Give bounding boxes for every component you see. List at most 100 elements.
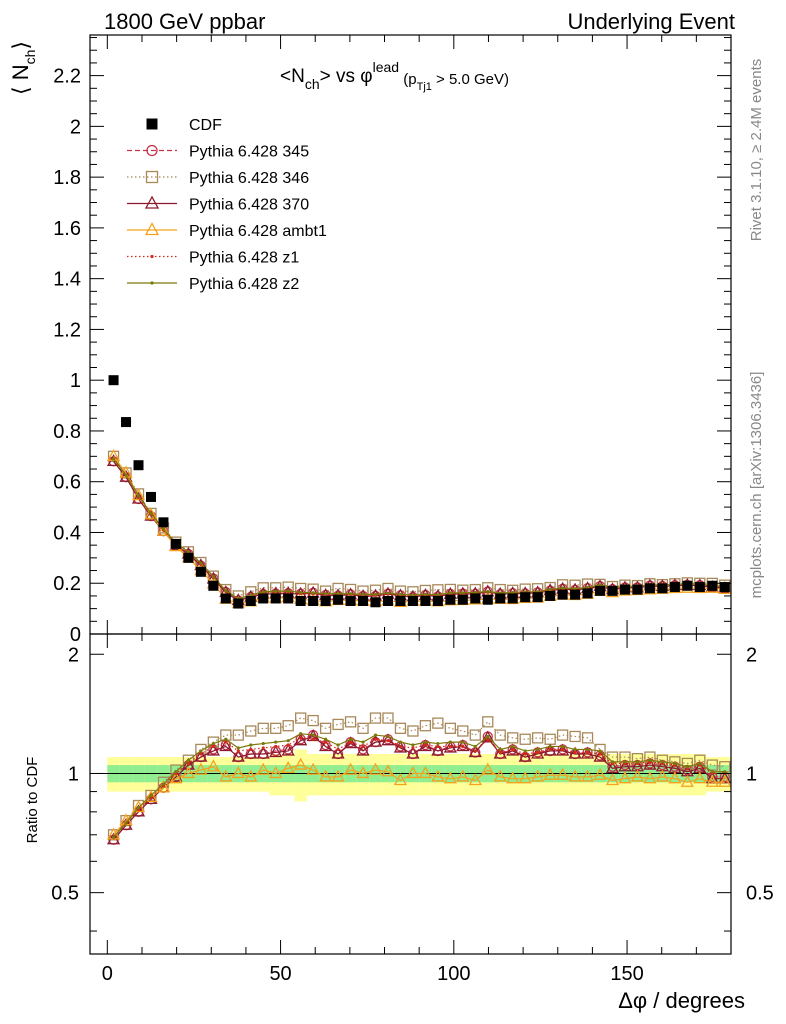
point-cdf <box>245 596 256 607</box>
x-tick-label: 150 <box>610 963 643 985</box>
point-cdf <box>507 593 518 604</box>
point-pythia-6-428-z2 <box>274 589 278 593</box>
ratio-point-pythia-6-428-346 <box>270 722 282 734</box>
ratio-line-pythia-6-428-370 <box>113 735 725 841</box>
point-pythia-6-428-z2 <box>461 591 465 595</box>
point-pythia-6-428-z2 <box>411 593 415 597</box>
ratio-point-pythia-6-428-ambt1 <box>194 762 208 775</box>
ratio-point-pythia-6-428-z2 <box>710 770 714 774</box>
point-pythia-6-428-z2 <box>548 587 552 592</box>
ratio-tick-label-right: 0.5 <box>746 883 774 905</box>
ratio-point-pythia-6-428-z2 <box>548 744 552 749</box>
ratio-point-pythia-6-428-370 <box>605 761 620 774</box>
legend-marker-pythia-6-428-370 <box>144 195 160 209</box>
ratio-point-pythia-6-428-z1 <box>436 744 440 749</box>
ratio-point-pythia-6-428-ambt1 <box>493 769 507 782</box>
point-cdf <box>358 596 369 607</box>
header-right: Underlying Event <box>567 9 735 34</box>
point-cdf <box>694 582 705 593</box>
point-pythia-6-428-z2 <box>573 587 577 591</box>
point-cdf <box>532 592 543 603</box>
ratio-point-pythia-6-428-ambt1 <box>356 766 370 779</box>
point-cdf <box>520 592 531 603</box>
legend-marker-pythia-6-428-z2 <box>150 281 154 285</box>
ratio-point-pythia-6-428-ambt1 <box>206 759 220 772</box>
ratio-point-pythia-6-428-ambt1 <box>231 766 245 779</box>
point-cdf <box>370 597 381 608</box>
ratio-point-pythia-6-428-z2 <box>299 732 303 736</box>
ratio-point-pythia-6-428-z2 <box>124 821 128 825</box>
main-axis-ticks: 0 0.2 0.4 0.6 0.8 1 1.2 1.4 1.6 1.8 2 2.2 <box>53 35 731 646</box>
point-cdf <box>333 594 344 605</box>
ratio-point-pythia-6-428-z1 <box>336 747 340 752</box>
y-tick-label: 1.2 <box>53 319 81 341</box>
y-tick-label: 0 <box>70 624 81 646</box>
ratio-tick-label: 1 <box>68 763 79 785</box>
ratio-point-pythia-6-428-ambt1 <box>643 771 657 784</box>
ratio-point-pythia-6-428-z2 <box>386 734 390 739</box>
ratio-point-pythia-6-428-z2 <box>461 740 465 744</box>
series-line-pythia-6-428-370 <box>113 461 725 602</box>
ratio-point-pythia-6-428-ambt1 <box>181 766 196 779</box>
ratio-tick-label: 0.5 <box>51 883 79 905</box>
legend-marker-pythia-6-428-ambt1 <box>144 222 160 236</box>
y-tick-label: 1 <box>70 370 81 392</box>
point-pythia-6-428-ambt1 <box>156 523 171 536</box>
series-line-pythia-6-428-345 <box>113 461 725 602</box>
point-cdf <box>145 491 156 502</box>
ratio-point-pythia-6-428-z1 <box>299 736 303 740</box>
legend-label-pythia-6-428-ambt1: Pythia 6.428 ambt1 <box>189 223 327 240</box>
ratio-point-pythia-6-428-370 <box>343 736 358 749</box>
header-left: 1800 GeV ppbar <box>104 9 265 34</box>
point-cdf <box>719 582 730 593</box>
point-pythia-6-428-z2 <box>286 589 290 593</box>
ratio-point-pythia-6-428-370 <box>281 743 295 756</box>
ratio-point-pythia-6-428-z1 <box>224 740 228 744</box>
ratio-point-pythia-6-428-ambt1 <box>244 769 258 782</box>
ratio-point-pythia-6-428-z1 <box>311 737 315 741</box>
ratio-point-pythia-6-428-z2 <box>211 741 215 746</box>
ratio-point-pythia-6-428-370 <box>456 739 470 752</box>
ratio-point-pythia-6-428-370 <box>518 749 532 762</box>
point-pythia-6-428-ambt1 <box>131 488 146 501</box>
point-pythia-6-428-z2 <box>348 592 353 596</box>
ratio-point-pythia-6-428-346 <box>257 722 269 734</box>
ratio-point-pythia-6-428-ambt1 <box>393 773 408 786</box>
ratio-point-pythia-6-428-z2 <box>261 741 265 746</box>
point-cdf <box>183 552 194 563</box>
y-tick-label: 0.4 <box>53 522 81 544</box>
ratio-point-pythia-6-428-346 <box>494 729 506 741</box>
ratio-point-pythia-6-428-ambt1 <box>618 771 632 784</box>
point-cdf <box>258 593 269 604</box>
ratio-point-pythia-6-428-370 <box>319 739 333 752</box>
ratio-point-pythia-6-428-346 <box>407 725 419 737</box>
ratio-point-pythia-6-428-ambt1 <box>431 769 445 782</box>
ratio-point-pythia-6-428-z1 <box>324 740 328 744</box>
ratio-point-pythia-6-428-346 <box>581 732 594 744</box>
ratio-point-pythia-6-428-ambt1 <box>655 769 669 782</box>
ratio-point-pythia-6-428-346 <box>369 712 382 724</box>
ratio-plot-marks <box>90 712 732 845</box>
legend-label-cdf: CDF <box>189 117 222 134</box>
ratio-point-pythia-6-428-z1 <box>523 752 527 756</box>
ratio-point-pythia-6-428-346 <box>656 754 669 766</box>
point-pythia-6-428-z2 <box>261 590 265 594</box>
point-cdf <box>432 596 443 607</box>
ratio-point-pythia-6-428-z2 <box>236 746 240 750</box>
ratio-point-pythia-6-428-z2 <box>199 749 203 753</box>
legend-marker-pythia-6-428-345 <box>146 144 158 157</box>
ratio-point-pythia-6-428-z2 <box>249 743 253 747</box>
point-pythia-6-428-370 <box>144 508 158 521</box>
ratio-point-pythia-6-428-370 <box>618 759 632 772</box>
point-cdf <box>320 596 331 607</box>
ratio-point-pythia-6-428-z2 <box>448 740 452 744</box>
ratio-point-pythia-6-428-346 <box>432 717 444 729</box>
point-pythia-6-428-z2 <box>336 591 340 596</box>
ratio-point-pythia-6-428-ambt1 <box>406 766 420 779</box>
ratio-line-pythia-6-428-346 <box>113 717 725 836</box>
point-pythia-6-428-370 <box>119 469 133 482</box>
ratio-point-pythia-6-428-z2 <box>486 734 490 739</box>
legend-label-pythia-6-428-z2: Pythia 6.428 z2 <box>189 276 299 293</box>
ratio-point-pythia-6-428-370 <box>181 757 196 770</box>
ratio-point-pythia-6-428-ambt1 <box>693 771 707 784</box>
